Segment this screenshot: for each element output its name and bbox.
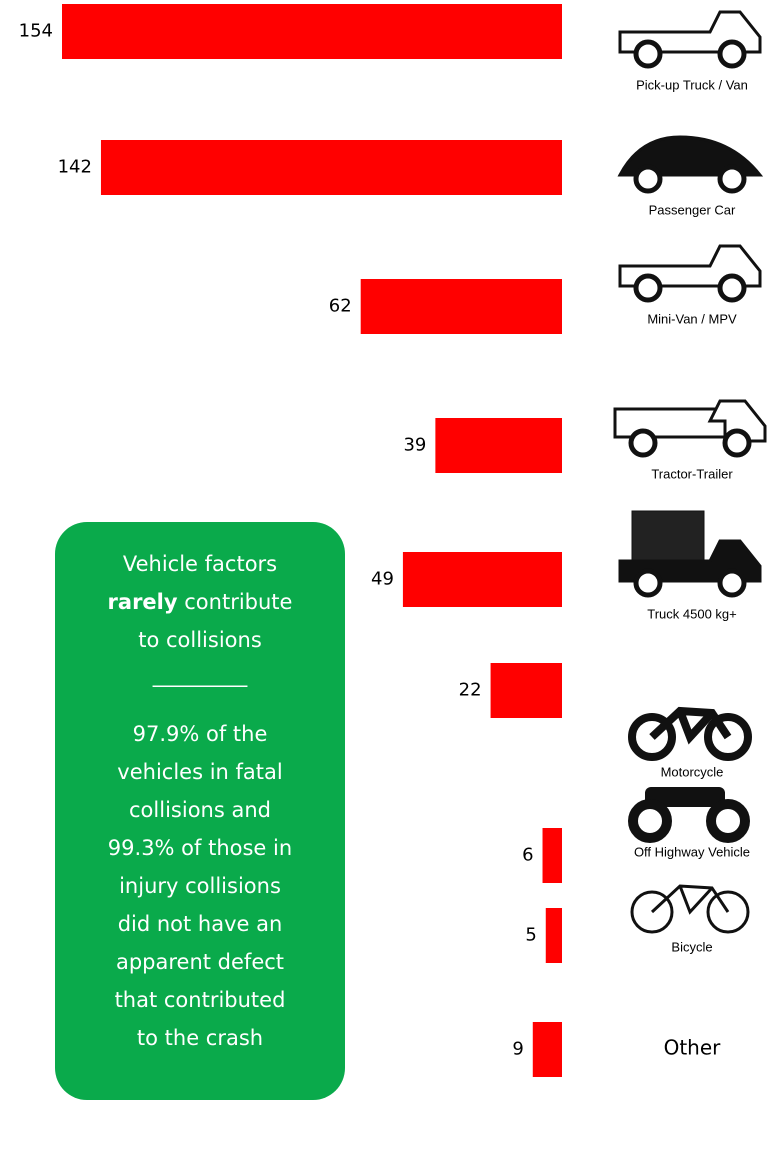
value-label: 22 [459, 680, 482, 701]
value-label: 5 [525, 925, 536, 946]
category-label: Tractor-Trailer [651, 466, 733, 481]
vehicle-icon [620, 246, 760, 300]
wheel [711, 804, 745, 838]
value-label: 154 [19, 21, 53, 42]
wheel [725, 431, 749, 455]
chart: Vehicle factors rarely contribute to col… [0, 0, 773, 1155]
bar [361, 279, 562, 334]
wheel [633, 804, 667, 838]
value-label: 142 [58, 157, 92, 178]
vehicle-icon [620, 137, 760, 191]
callout-heading-part: contribute [184, 590, 292, 614]
wheel [636, 571, 660, 595]
bar [62, 4, 562, 59]
callout-body: to the crash [137, 1026, 263, 1050]
callout-body: did not have an [118, 912, 283, 936]
bar [543, 828, 562, 883]
callout-divider: _________ [152, 663, 248, 688]
wheel [720, 276, 744, 300]
value-label: 6 [522, 845, 533, 866]
category-label: Truck 4500 kg+ [647, 606, 736, 621]
callout-heading: rarely contribute [108, 590, 293, 614]
callout-emphasis: rarely [108, 590, 178, 614]
category-label: Pick-up Truck / Van [636, 77, 748, 92]
wheel [720, 42, 744, 66]
callout-body: that contributed [115, 988, 286, 1012]
wheel [636, 167, 660, 191]
trailer [615, 409, 725, 437]
wheel [631, 431, 655, 455]
bar [101, 140, 562, 195]
wheel [636, 276, 660, 300]
bar [435, 418, 562, 473]
category-label: Other [664, 1036, 722, 1060]
wheel [636, 42, 660, 66]
bar [403, 552, 562, 607]
wheel [720, 571, 744, 595]
bar [491, 663, 562, 718]
callout-body: injury collisions [119, 874, 281, 898]
value-label: 49 [371, 569, 394, 590]
vehicle-icon [615, 401, 765, 455]
vehicle-icon [633, 787, 745, 838]
value-label: 39 [403, 435, 426, 456]
category-label: Mini-Van / MPV [647, 311, 737, 326]
callout-body: apparent defect [116, 950, 284, 974]
callout-heading: Vehicle factors [123, 552, 277, 576]
frame [652, 886, 728, 912]
callout-body: collisions and [129, 798, 271, 822]
bar [546, 908, 562, 963]
category-label: Motorcycle [661, 764, 724, 779]
callout-heading: to collisions [138, 628, 262, 652]
value-label: 9 [512, 1039, 523, 1060]
wheel [720, 167, 744, 191]
vehicle-icon [632, 711, 748, 757]
value-label: 62 [329, 296, 352, 317]
bar [533, 1022, 562, 1077]
vehicle-icon [620, 12, 760, 66]
callout-body: vehicles in fatal [117, 760, 282, 784]
vehicle-icon [632, 886, 748, 932]
callout-body: 99.3% of those in [108, 836, 292, 860]
callout-body: 97.9% of the [133, 722, 268, 746]
vehicle-icon [620, 511, 760, 595]
category-label: Off Highway Vehicle [634, 844, 750, 859]
category-label: Passenger Car [649, 202, 736, 217]
frame [652, 711, 728, 737]
category-label: Bicycle [671, 939, 712, 954]
